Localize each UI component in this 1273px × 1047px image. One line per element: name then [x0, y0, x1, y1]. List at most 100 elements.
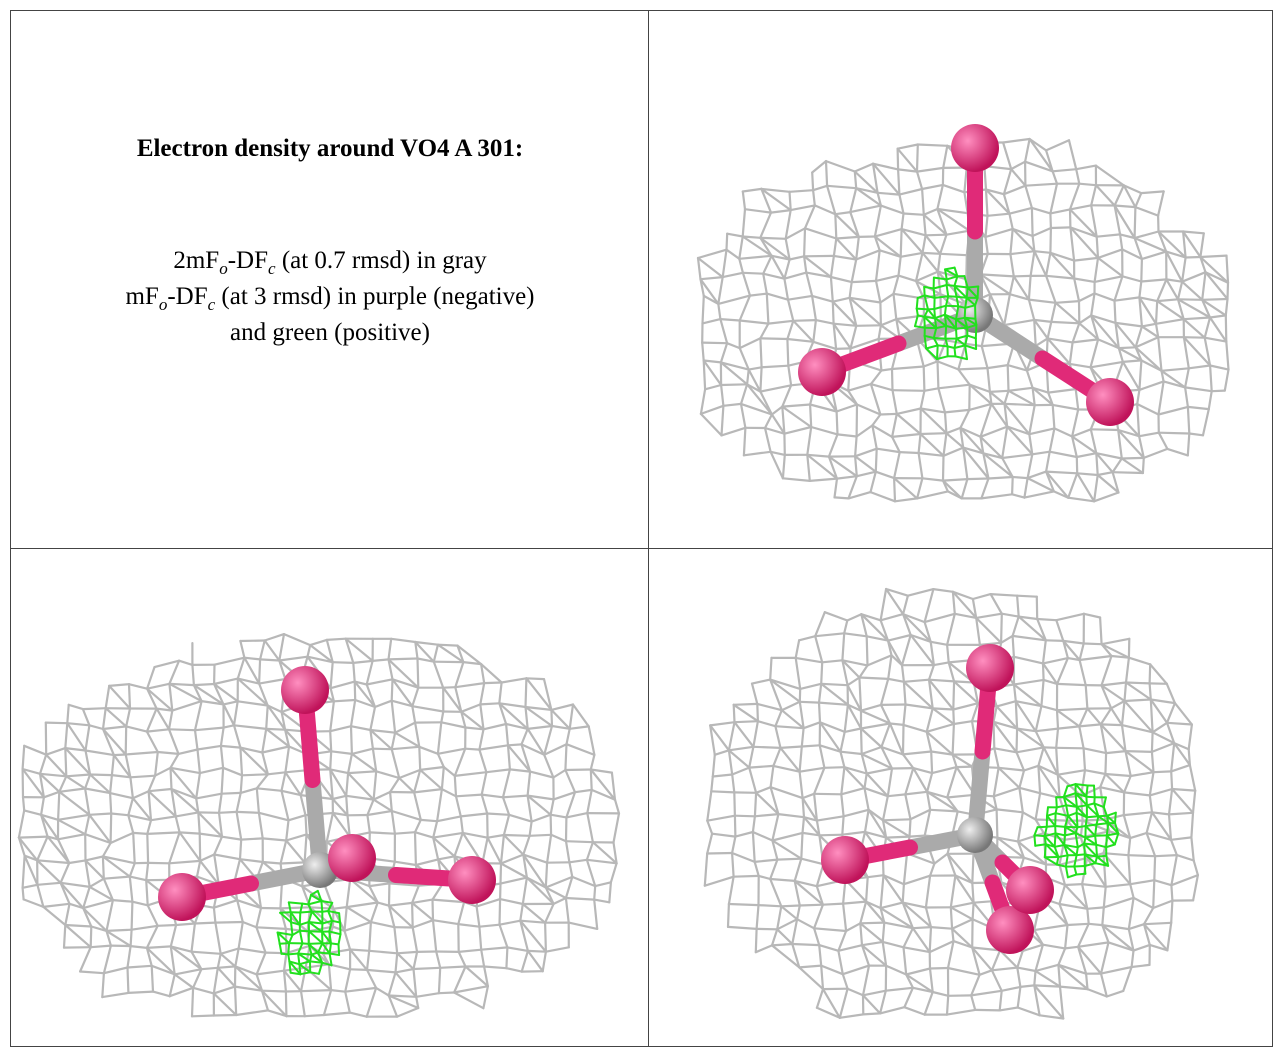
mesh-edge	[287, 952, 300, 956]
mesh-edge	[818, 744, 842, 753]
mesh-edge	[936, 270, 942, 296]
mesh-edge	[902, 946, 931, 954]
mesh-edge	[1036, 617, 1047, 642]
mesh-edge	[442, 765, 456, 778]
mesh-edge	[353, 680, 368, 686]
mesh-edge	[199, 853, 216, 863]
mesh-edge	[146, 904, 159, 927]
mesh-edge	[1090, 314, 1117, 324]
mesh-edge	[965, 296, 977, 307]
mesh-edge	[1090, 204, 1098, 238]
mesh-edge	[1074, 783, 1088, 798]
mesh-edge	[21, 767, 46, 799]
mesh-edge	[365, 949, 371, 972]
mesh-edge	[1102, 852, 1132, 886]
mesh-edge	[905, 973, 934, 994]
mesh-edge	[460, 710, 467, 729]
mesh-edge	[863, 786, 870, 811]
mesh-edge	[944, 337, 949, 348]
mesh-edge	[462, 660, 483, 666]
vanadium-atom	[957, 817, 993, 853]
mesh-edge	[1076, 842, 1086, 849]
mesh-edge	[1049, 226, 1072, 230]
mesh-edge	[307, 942, 324, 945]
mesh-edge	[770, 254, 786, 280]
mesh-edge	[279, 839, 288, 865]
mesh-edge	[812, 340, 838, 350]
mesh-edge	[902, 680, 934, 710]
mesh-edge	[1055, 709, 1081, 728]
mesh-edge	[390, 731, 397, 751]
mesh-edge	[288, 960, 292, 974]
mesh-edge	[1140, 322, 1158, 328]
mesh-edge	[196, 744, 222, 751]
mesh-edge	[321, 919, 333, 925]
mesh-edge	[168, 986, 195, 998]
mesh-edge	[411, 705, 445, 713]
mesh-edge	[453, 965, 467, 994]
mesh-edge	[923, 620, 932, 643]
mesh-edge	[943, 411, 948, 435]
mesh-edge	[1110, 699, 1126, 710]
mesh-edge	[971, 946, 981, 976]
mesh-edge	[834, 213, 838, 240]
mesh-edge	[1046, 814, 1057, 827]
mesh-edge	[1046, 337, 1074, 344]
mesh-edge	[921, 477, 945, 482]
mesh-edge	[105, 898, 115, 933]
mesh-edge	[88, 813, 112, 845]
mesh-edge	[101, 707, 107, 731]
mesh-edge	[1085, 815, 1100, 819]
mesh-edge	[815, 863, 825, 888]
mesh-edge	[751, 830, 756, 864]
mesh-edge	[950, 918, 974, 930]
mesh-edge	[23, 854, 39, 862]
mesh-edge	[613, 798, 621, 815]
mesh-edge	[170, 787, 198, 800]
mesh-edge	[848, 296, 858, 327]
text-run: mF	[125, 283, 158, 310]
mesh-edge	[1016, 985, 1022, 1009]
mesh-edge	[928, 966, 950, 970]
mesh-edge	[460, 710, 485, 731]
mesh-edge	[963, 275, 969, 289]
mesh-edge	[67, 703, 85, 711]
mesh-edge	[431, 919, 460, 926]
mesh-edge	[1085, 802, 1096, 807]
mesh-edge	[881, 921, 886, 944]
mesh-edge	[131, 797, 153, 822]
mesh-edge	[864, 876, 869, 903]
mesh-edge	[1011, 634, 1016, 658]
mesh-edge	[1034, 730, 1045, 749]
mesh-edge	[1156, 300, 1185, 321]
mesh-edge	[701, 341, 705, 362]
mesh-edge	[1080, 882, 1089, 910]
mesh-edge	[945, 295, 950, 307]
mesh-edge	[1132, 943, 1151, 952]
mesh-edge	[989, 592, 1019, 597]
mesh-edge	[552, 768, 567, 779]
mesh-edge	[955, 337, 967, 347]
mesh-edge	[1057, 963, 1089, 991]
mesh-edge	[502, 833, 525, 856]
mesh-edge	[261, 751, 269, 776]
mesh-edge	[769, 656, 773, 681]
mesh-edge	[1069, 226, 1076, 262]
mesh-edge	[859, 922, 864, 947]
mesh-edge	[368, 949, 399, 955]
mesh-edge	[414, 640, 419, 660]
mesh-edge	[911, 925, 933, 930]
mesh-edge	[565, 727, 571, 746]
mesh-edge	[238, 858, 264, 864]
mesh-edge	[968, 383, 993, 405]
mesh-edge	[841, 659, 849, 687]
mesh-edge	[258, 682, 269, 707]
mesh-edge	[915, 307, 929, 311]
mesh-edge	[38, 772, 68, 778]
mesh-edge	[89, 925, 93, 949]
mesh-edge	[127, 814, 135, 835]
mesh-edge	[1090, 292, 1096, 317]
mesh-edge	[1015, 746, 1045, 754]
mesh-edge	[36, 859, 62, 884]
mesh-edge	[1002, 184, 1027, 196]
